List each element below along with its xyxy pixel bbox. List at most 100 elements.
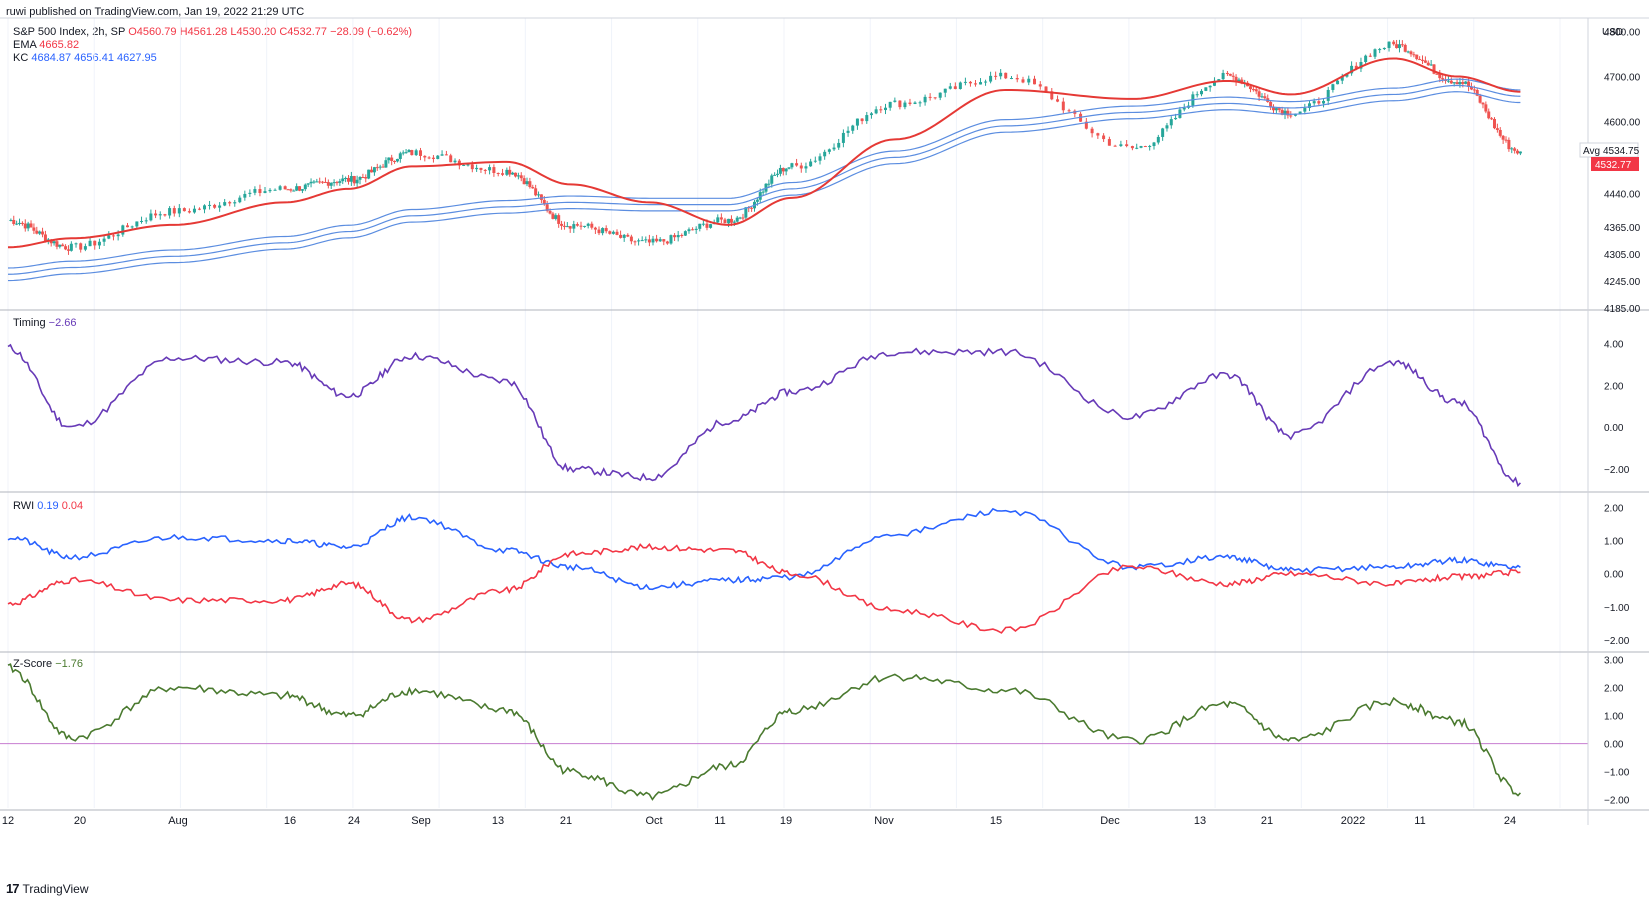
candle-body	[913, 102, 917, 104]
timing-line	[7, 343, 1521, 488]
candle-body	[908, 102, 912, 104]
candle-body	[208, 204, 212, 206]
candle-body	[378, 166, 382, 168]
candle-body	[1423, 60, 1427, 63]
candle-body	[192, 208, 196, 213]
candle-body	[197, 208, 201, 210]
candle-body	[898, 100, 902, 108]
rwi-axis[interactable]: 2.00 1.00 0.00 −1.00 −2.00	[1604, 503, 1630, 647]
kc-legend: KC 4684.87 4656.41 4627.95	[13, 51, 157, 65]
candle-body	[923, 96, 927, 103]
candle-body	[253, 189, 257, 193]
candle-body	[130, 226, 134, 228]
time-axis[interactable]: 12 20 Aug 16 24 Sep 13 21 Oct 11 19 Nov 15 Dec 13 21 202…	[2, 815, 1516, 827]
kc-upper-value: 4684.87	[31, 52, 72, 64]
candle-body	[615, 231, 619, 235]
candle-body	[329, 182, 333, 186]
candle-body	[622, 234, 626, 238]
candle-body	[568, 226, 572, 229]
candle-body	[1217, 79, 1221, 81]
candle-body	[1478, 95, 1482, 103]
candle-body	[418, 150, 422, 156]
candle-body	[750, 207, 754, 209]
candle-body	[1455, 82, 1459, 85]
timing-axis[interactable]: 4.00 2.00 0.00 −2.00	[1604, 339, 1630, 476]
candle-body	[163, 214, 167, 216]
price-tick-label: 4600.00	[1604, 117, 1641, 128]
candle-body	[691, 229, 695, 231]
candle-body	[20, 222, 24, 224]
candle-body	[32, 227, 36, 231]
candle-body	[513, 172, 517, 177]
candle-body	[1412, 54, 1416, 56]
candle-body	[364, 177, 368, 179]
rwi-tick-label: 2.00	[1604, 503, 1624, 514]
price-axis[interactable]: 4800.00 4700.00 4600.00 4440.00 4365.00 4305.…	[1604, 27, 1641, 315]
candle-body	[395, 158, 399, 162]
candle-body	[43, 234, 47, 242]
candle-body	[390, 157, 394, 161]
candle-body	[968, 81, 972, 84]
candle-body	[263, 191, 267, 194]
candle-body	[869, 113, 873, 116]
candle-body	[683, 231, 687, 236]
candle-body	[933, 97, 937, 99]
rwi-name: RWI	[13, 500, 35, 512]
candle-body	[1056, 99, 1060, 102]
candle-body	[289, 189, 293, 191]
price-tick-label: 4245.00	[1604, 277, 1641, 288]
candle-body	[125, 225, 129, 228]
candle-body	[1107, 139, 1111, 146]
time-tick-label: 21	[560, 815, 572, 827]
brand-label: TradingView	[22, 881, 89, 896]
candle-body	[1378, 49, 1382, 51]
main-legend: S&P 500 Index, 2h, SP O4560.79 H4561.28 …	[13, 25, 412, 39]
candle-body	[1161, 128, 1165, 137]
candle-body	[948, 86, 952, 89]
candle-body	[1274, 108, 1278, 111]
candle-body	[832, 147, 836, 150]
candle-body	[1139, 146, 1143, 148]
candle-body	[372, 167, 376, 173]
candle-body	[554, 215, 558, 219]
candle-body	[809, 161, 813, 167]
candle-body	[1368, 55, 1372, 57]
candle-body	[26, 223, 30, 229]
candle-body	[323, 181, 327, 183]
attribution-text: ruwi published on TradingView.com, Jan 1…	[6, 6, 305, 18]
candle-body	[444, 154, 448, 156]
candle-body	[1435, 73, 1439, 75]
candle-body	[761, 191, 765, 193]
candle-body	[841, 132, 845, 143]
candlestick-series	[9, 39, 1522, 255]
candle-body	[1169, 119, 1173, 126]
zscore-legend: Z-Score −1.76	[13, 657, 83, 671]
candle-body	[1119, 144, 1123, 147]
candle-body	[1475, 89, 1479, 96]
tradingview-logo[interactable]: 17 TradingView	[6, 881, 89, 896]
candle-body	[823, 151, 827, 157]
candle-body	[1225, 72, 1229, 74]
candle-body	[18, 222, 22, 224]
rwi-tick-label: 1.00	[1604, 536, 1624, 547]
candle-body	[393, 160, 397, 162]
candle-body	[597, 229, 601, 234]
candle-body	[676, 235, 680, 238]
price-tick-label: 4800.00	[1604, 27, 1641, 38]
currency-label[interactable]: USD	[1602, 27, 1624, 38]
candle-body	[531, 187, 535, 189]
candle-body	[723, 219, 727, 224]
candle-body	[1513, 148, 1517, 151]
candle-body	[248, 192, 252, 194]
zscore-axis[interactable]: 3.00 2.00 1.00 0.00 −1.00 −2.00	[1604, 656, 1630, 807]
candle-body	[1400, 44, 1404, 46]
candle-body	[1446, 80, 1450, 82]
candle-body	[295, 186, 299, 191]
candle-body	[1231, 75, 1235, 77]
candle-body	[1200, 90, 1204, 95]
candle-body	[1152, 142, 1156, 147]
time-tick-label: 24	[1504, 815, 1516, 827]
candle-body	[1449, 80, 1453, 84]
candle-body	[466, 164, 470, 166]
